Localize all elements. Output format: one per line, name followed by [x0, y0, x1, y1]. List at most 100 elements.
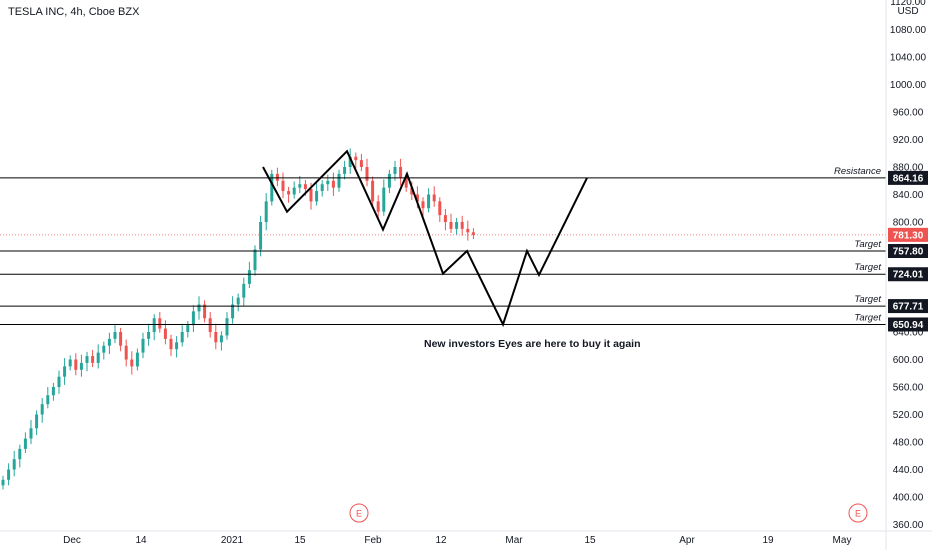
annotation-text: New investors Eyes are here to buy it ag…: [424, 338, 641, 350]
candle: [354, 152, 358, 169]
candle: [348, 148, 352, 174]
candle: [315, 182, 319, 206]
candle: [253, 245, 257, 276]
candle: [275, 167, 279, 187]
candle: [460, 215, 464, 236]
price-tick-label: 400.00: [893, 493, 924, 504]
candle: [432, 186, 436, 207]
candle: [225, 312, 229, 340]
level-price-tag: 650.94: [888, 317, 928, 332]
level-price-label: 757.80: [893, 247, 924, 258]
candle: [331, 172, 335, 196]
candle: [292, 181, 296, 199]
candle: [158, 312, 162, 333]
candle: [231, 296, 235, 324]
svg-text:E: E: [855, 509, 861, 519]
candle: [371, 176, 375, 209]
candle: [119, 327, 123, 352]
time-tick-label: 12: [435, 535, 447, 546]
candle: [91, 349, 95, 368]
candle: [242, 277, 246, 306]
time-tick-label: 15: [584, 535, 596, 546]
candle: [259, 215, 263, 257]
candle: [18, 444, 22, 468]
candle: [427, 188, 431, 213]
candle: [152, 314, 156, 341]
candle: [191, 305, 195, 332]
level-price-label: 650.94: [893, 320, 924, 331]
time-tick-label: 2021: [221, 535, 244, 546]
price-tick-label: 640.00: [893, 328, 924, 339]
price-tick-label: 920.00: [893, 135, 924, 146]
candle: [23, 432, 27, 453]
time-tick-label: Dec: [63, 535, 81, 546]
horizontal-levels: Resistance 864.16 Target 757.80 Target 724.01…: [0, 166, 928, 332]
earnings-event-icon[interactable]: E: [349, 503, 369, 523]
level-price-tag: 757.80: [888, 244, 928, 259]
candle: [29, 420, 33, 445]
candle: [421, 197, 425, 217]
candle: [466, 220, 470, 241]
earnings-event-icon[interactable]: E: [848, 503, 868, 523]
candle: [343, 160, 347, 180]
candle: [113, 323, 117, 343]
candle: [12, 450, 16, 477]
candle: [382, 179, 386, 216]
candle: [107, 332, 111, 354]
candle: [169, 334, 173, 357]
candle: [186, 321, 190, 338]
time-tick-label: 19: [762, 535, 774, 546]
current-price-label: 781.30: [893, 230, 924, 241]
candle: [471, 228, 475, 239]
level-name: Target: [854, 239, 881, 250]
candle: [298, 175, 302, 194]
price-tick-label: 1120.00: [890, 0, 926, 8]
candle: [35, 410, 39, 436]
price-tick-label: 1000.00: [890, 80, 927, 91]
time-axis: Dec 14 2021 15 Feb 12 Mar 15 Apr 19 May: [0, 530, 932, 546]
candle: [102, 341, 106, 360]
candle: [443, 208, 447, 231]
level-name: Resistance: [834, 166, 881, 177]
candle: [287, 186, 291, 203]
candle: [359, 153, 363, 172]
price-tick-label: 600.00: [893, 355, 924, 366]
candle: [203, 300, 207, 323]
candle: [281, 172, 285, 198]
candle: [399, 158, 403, 186]
price-tick-label: 1080.00: [890, 25, 927, 36]
candle: [337, 169, 341, 192]
time-tick-label: 14: [135, 535, 147, 546]
level-price-tag: 864.16: [888, 170, 928, 185]
candle: [46, 387, 50, 409]
candle: [96, 344, 100, 369]
candle: [79, 354, 83, 377]
candle: [147, 323, 151, 346]
price-tick-label: 440.00: [893, 465, 924, 476]
level-price-label: 724.01: [893, 270, 924, 281]
chart-title: TESLA INC, 4h, Cboe BZX: [8, 6, 140, 18]
candle: [40, 398, 44, 423]
candle: [247, 261, 251, 288]
candle: [326, 174, 330, 192]
candle: [197, 296, 201, 320]
candle: [387, 169, 391, 194]
price-tick-label: 1040.00: [890, 53, 927, 64]
candle: [264, 193, 268, 231]
candle: [214, 323, 218, 350]
candle: [449, 213, 453, 233]
level-price-tag: 724.01: [888, 267, 928, 282]
pattern-line: [262, 149, 588, 328]
price-tick-label: 960.00: [893, 108, 924, 119]
time-tick-label: Feb: [364, 535, 382, 546]
time-tick-label: Mar: [505, 535, 523, 546]
time-tick-label: 15: [294, 535, 306, 546]
candle: [365, 158, 369, 187]
candle: [85, 351, 89, 372]
level-name: Target: [854, 312, 881, 323]
price-tick-label: 480.00: [893, 438, 924, 449]
price-tick-label: 800.00: [893, 218, 924, 229]
level-price-label: 864.16: [893, 173, 924, 184]
